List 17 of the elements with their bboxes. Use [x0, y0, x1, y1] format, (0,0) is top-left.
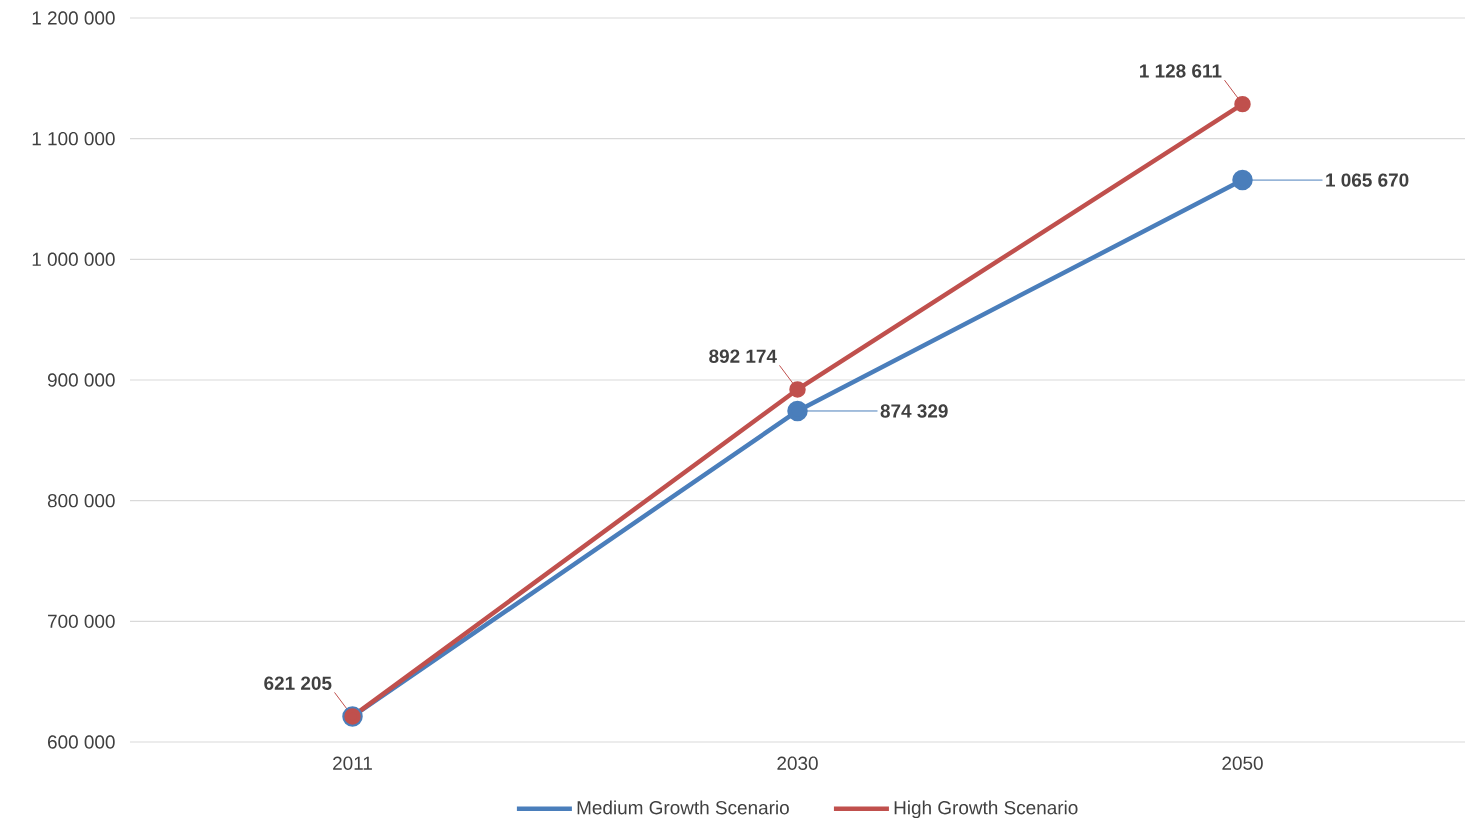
y-tick-label: 900 000: [47, 373, 115, 387]
data-label: 1 128 611: [1140, 64, 1222, 78]
y-tick-label: 700 000: [48, 614, 115, 629]
legend-label: Medium Growth Scenario: [577, 800, 789, 815]
y-tick-label: 600 000: [48, 735, 115, 749]
x-tick-label: 2050: [1222, 756, 1263, 770]
data-label: 874 329: [880, 404, 948, 418]
x-tick-label: 2030: [777, 756, 818, 770]
data-label: 892 174: [709, 349, 777, 363]
y-tick-label: 1 100 000: [32, 131, 115, 146]
y-tick-label: 1 200 000: [32, 11, 115, 25]
y-tick-label: 800 000: [47, 493, 115, 508]
legend-label: High Growth Scenario: [894, 800, 1078, 819]
x-tick-label: 2011: [333, 756, 372, 770]
y-tick-label: 1 000 000: [32, 252, 115, 267]
data-label: 1 065 670: [1326, 173, 1409, 187]
data-label: 621 205: [264, 676, 332, 690]
